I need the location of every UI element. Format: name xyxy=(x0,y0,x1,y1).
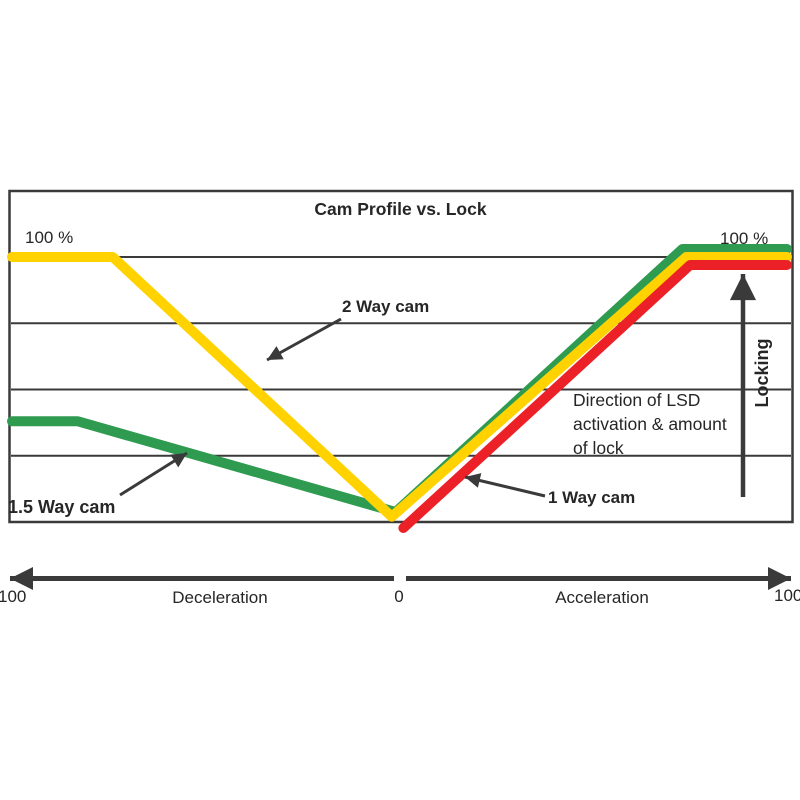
x-region-acceleration: Acceleration xyxy=(555,588,649,607)
x-tick-left-100: 100 xyxy=(0,587,27,606)
x-tick-zero: 0 xyxy=(394,587,404,606)
locking-axis-label: Locking xyxy=(752,338,772,408)
chart-title: Cam Profile vs. Lock xyxy=(314,199,487,219)
x-region-deceleration: Deceleration xyxy=(172,588,268,607)
one-five-way-pointer-arrow-icon xyxy=(119,451,188,497)
one-way-pointer-arrow-icon xyxy=(464,473,546,498)
series-1-way-cam xyxy=(398,260,792,533)
series-label-2-way-cam: 2 Way cam xyxy=(342,297,430,316)
plot-border xyxy=(8,189,794,524)
y-max-label-left: 100 % xyxy=(25,228,74,247)
series-layer xyxy=(7,244,792,533)
y-max-label-right: 100 % xyxy=(720,229,769,248)
series-label-1-5-way-cam: 1.5 Way cam xyxy=(8,497,116,517)
two-way-pointer-arrow-icon xyxy=(266,317,342,362)
gridlines-layer xyxy=(11,256,791,457)
x-tick-right-100: 100 xyxy=(774,586,800,605)
series-2-way-cam xyxy=(7,252,792,522)
series-label-1-way-cam: 1 Way cam xyxy=(548,488,636,507)
lsd-direction-note: Direction of LSD activation & amount of … xyxy=(573,390,727,458)
